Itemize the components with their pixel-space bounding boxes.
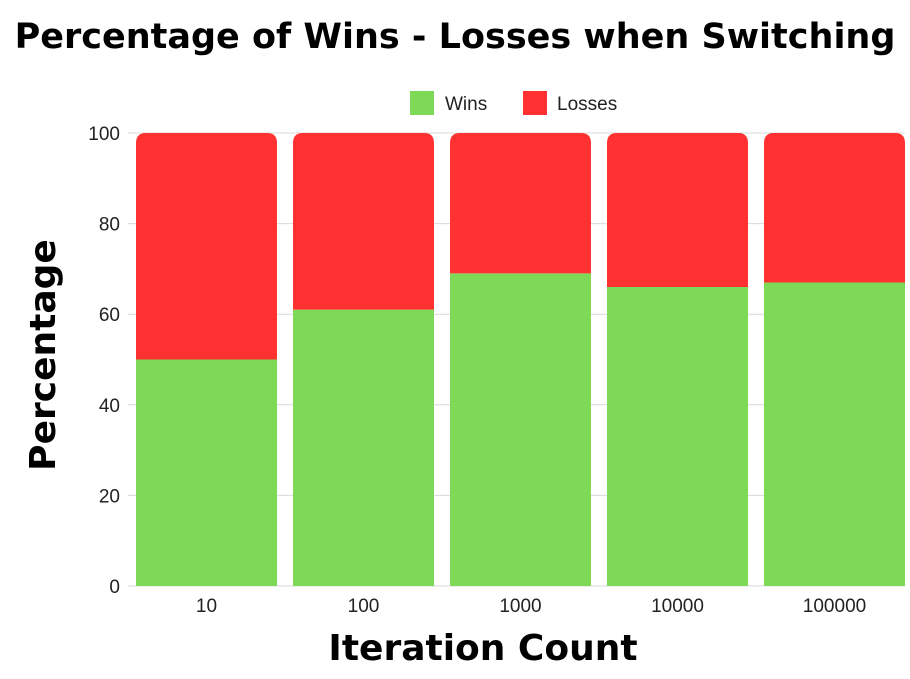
legend-label-wins: Wins <box>445 94 487 115</box>
x-tick-label: 10 <box>196 596 217 617</box>
y-tick-label: 0 <box>109 577 120 598</box>
bar-losses-10000 <box>607 133 748 288</box>
y-tick-label: 80 <box>99 215 120 236</box>
x-axis-title: Iteration Count <box>328 628 637 669</box>
y-tick-label: 100 <box>88 124 120 145</box>
bar-wins-100000 <box>764 282 905 586</box>
bar-losses-10 <box>136 133 277 360</box>
chart-title: Percentage of Wins - Losses when Switchi… <box>15 17 896 57</box>
y-axis-title: Percentage <box>23 239 64 471</box>
x-tick-label: 1000 <box>499 596 541 617</box>
legend-swatch-losses <box>523 91 547 115</box>
legend-label-losses: Losses <box>557 94 617 115</box>
y-tick-label: 20 <box>99 486 120 507</box>
y-axis-ticks: 0 20 40 60 80 100 <box>88 124 120 598</box>
y-tick-label: 60 <box>99 305 120 326</box>
x-tick-label: 100000 <box>803 596 866 617</box>
bar-losses-100000 <box>764 133 905 283</box>
bar-wins-100 <box>293 309 434 586</box>
bar-losses-1000 <box>450 133 591 274</box>
x-tick-label: 100 <box>348 596 380 617</box>
x-tick-label: 10000 <box>651 596 704 617</box>
bar-wins-10 <box>136 359 277 586</box>
bar-losses-100 <box>293 133 434 310</box>
legend: Wins Losses <box>410 91 617 115</box>
bar-wins-1000 <box>450 273 591 586</box>
y-tick-label: 40 <box>99 396 120 417</box>
x-axis-ticks: 10 100 1000 10000 100000 <box>196 596 866 617</box>
bars <box>136 133 905 586</box>
bar-wins-10000 <box>607 287 748 586</box>
legend-swatch-wins <box>410 91 434 115</box>
